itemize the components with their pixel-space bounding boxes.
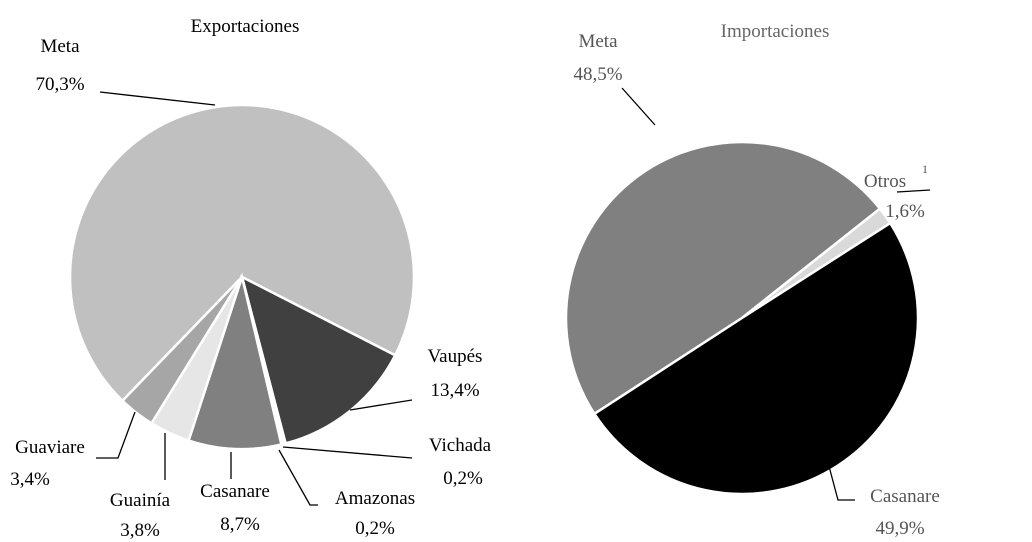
- value-label: 48,5%: [573, 64, 622, 85]
- pie-slice: [240, 274, 397, 445]
- chart-title: Importaciones: [721, 21, 830, 42]
- pie-slice: [564, 140, 882, 416]
- value-label: 8,7%: [220, 514, 260, 535]
- value-label: 49,9%: [875, 518, 924, 539]
- leader-line: [621, 87, 656, 126]
- leader-line: [99, 91, 216, 106]
- slice-label: Vaupés: [428, 346, 483, 367]
- slice-label: Guainía: [110, 490, 171, 511]
- value-label: 70,3%: [35, 74, 84, 95]
- value-label: 3,8%: [120, 520, 160, 541]
- slice-label: Meta: [578, 31, 618, 52]
- leader-line: [282, 446, 413, 459]
- slice-label: Meta: [40, 36, 80, 57]
- footnote-marker: 1: [922, 162, 928, 176]
- pie-slice: [68, 103, 416, 403]
- chart-title: Exportaciones: [191, 16, 300, 37]
- slice-label: Casanare: [200, 481, 270, 502]
- leader-line: [896, 189, 931, 193]
- leader-line: [821, 439, 855, 501]
- slice-label: Casanare: [870, 486, 940, 507]
- leader-line: [278, 449, 318, 506]
- value-label: 3,4%: [10, 469, 50, 490]
- slice-label: Vichada: [429, 435, 492, 456]
- leader-line: [96, 411, 136, 459]
- pie-slice: [187, 272, 283, 451]
- pie-slice: [120, 276, 244, 425]
- slice-label: Amazonas: [335, 488, 415, 509]
- slice-label: Otros: [864, 171, 906, 192]
- slice-label: Guaviare: [15, 437, 85, 458]
- value-label: 0,2%: [355, 518, 395, 539]
- value-label: 0,2%: [443, 468, 483, 489]
- value-label: 13,4%: [430, 380, 479, 401]
- leader-line: [349, 399, 413, 411]
- pie-slice: [592, 221, 920, 496]
- value-label: 1,6%: [885, 201, 925, 222]
